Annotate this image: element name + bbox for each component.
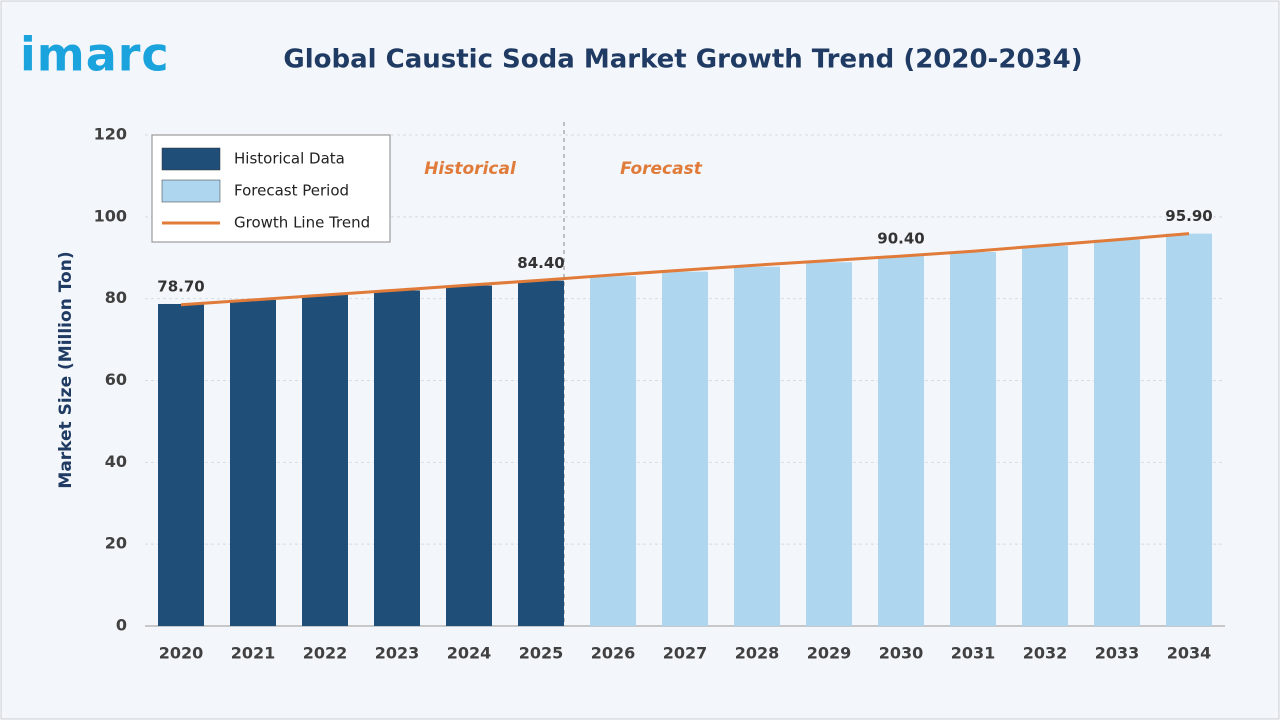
value-label: 78.70 <box>157 277 204 295</box>
x-tick-label: 2034 <box>1167 644 1212 663</box>
legend-swatch <box>161 179 221 203</box>
bar <box>590 276 636 626</box>
bar <box>374 290 420 626</box>
y-tick-label: 40 <box>105 452 127 471</box>
y-tick-label: 20 <box>105 534 127 553</box>
bar <box>158 303 204 626</box>
y-tick-label: 120 <box>94 125 127 144</box>
value-label: 95.90 <box>1165 207 1212 225</box>
bar <box>446 285 492 626</box>
x-tick-label: 2020 <box>159 644 204 663</box>
bar <box>662 271 708 626</box>
period-annotation: Historical <box>424 159 517 179</box>
value-label: 84.40 <box>517 254 564 272</box>
legend-label: Historical Data <box>234 150 345 168</box>
bar <box>302 294 348 626</box>
x-tick-label: 2022 <box>303 644 348 663</box>
bar <box>1022 245 1068 627</box>
y-tick-label: 60 <box>105 370 127 389</box>
value-label: 90.40 <box>877 230 924 248</box>
bar <box>878 256 924 626</box>
x-tick-label: 2027 <box>663 644 708 663</box>
legend-label: Growth Line Trend <box>234 214 370 232</box>
legend-label: Forecast Period <box>234 182 349 200</box>
legend-swatch <box>161 147 221 171</box>
bar <box>518 280 564 626</box>
x-tick-label: 2029 <box>807 644 852 663</box>
bar <box>950 252 996 626</box>
x-tick-label: 2028 <box>735 644 780 663</box>
y-tick-label: 80 <box>105 288 127 307</box>
x-tick-label: 2024 <box>447 644 492 663</box>
logo: imarc <box>20 28 170 82</box>
x-tick-label: 2025 <box>519 644 564 663</box>
y-axis-label: Market Size (Million Ton) <box>56 251 76 488</box>
x-tick-label: 2021 <box>231 644 276 663</box>
x-tick-label: 2031 <box>951 644 996 663</box>
x-tick-label: 2026 <box>591 644 636 663</box>
bar <box>734 266 780 626</box>
x-tick-label: 2032 <box>1023 644 1068 663</box>
chart-title: Global Caustic Soda Market Growth Trend … <box>283 45 1082 75</box>
period-annotation: Forecast <box>620 159 703 179</box>
bar <box>1166 233 1212 626</box>
bar <box>806 262 852 626</box>
x-tick-label: 2030 <box>879 644 924 663</box>
bar <box>230 299 276 626</box>
trend-line <box>180 232 1190 307</box>
y-tick-label: 100 <box>94 206 127 225</box>
x-tick-label: 2023 <box>375 644 420 663</box>
bar <box>1094 239 1140 626</box>
y-tick-label: 0 <box>116 616 127 635</box>
x-tick-label: 2033 <box>1095 644 1140 663</box>
